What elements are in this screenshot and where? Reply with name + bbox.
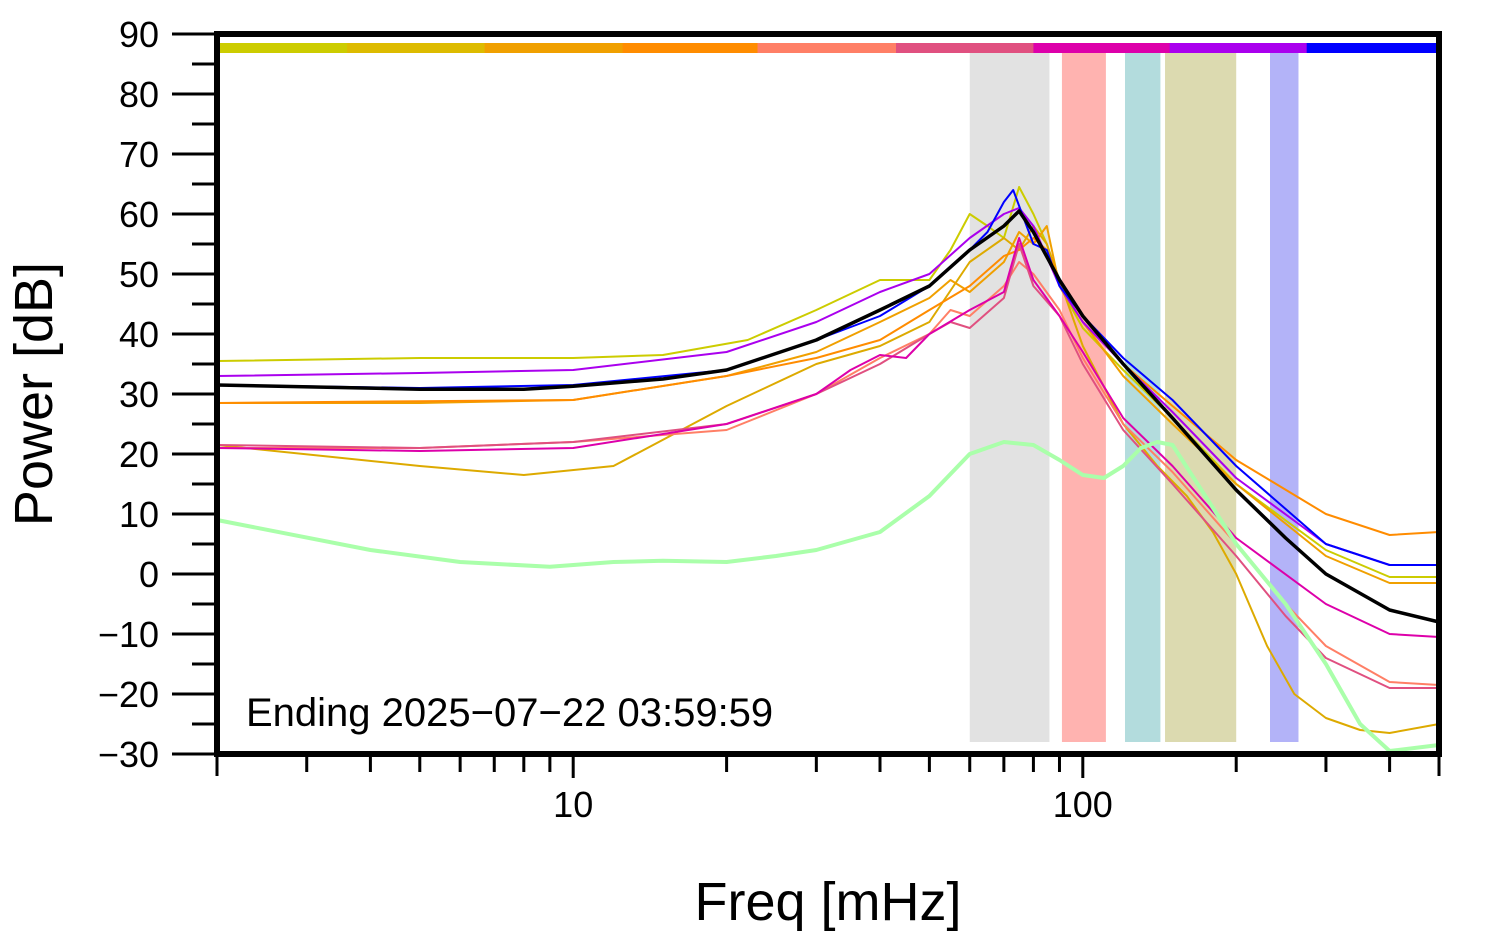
y-tick-label: 30 [119,374,159,415]
y-tick-label: −10 [98,614,159,655]
x-axis-title: Freq [mHz] [694,872,961,932]
color-bar-segment-1 [347,43,486,53]
frequency-bands [969,52,1299,742]
y-tick-label: −20 [98,674,159,715]
band-0 [969,52,1050,742]
color-bar-segment-8 [1306,43,1440,53]
y-tick-label: 90 [119,14,159,55]
band-1 [1061,52,1106,742]
y-tick-label: 70 [119,134,159,175]
top-color-bar [217,43,1440,53]
color-bar-segment-6 [1033,43,1171,53]
plot-frame [214,31,1442,757]
series-lines [215,186,1441,753]
y-tick-label: 0 [139,554,159,595]
color-bar-segment-2 [484,43,624,53]
y-tick-label: 50 [119,254,159,295]
y-tick-label: 20 [119,434,159,475]
color-bar-segment-7 [1169,43,1308,53]
color-bar-segment-4 [757,43,897,53]
y-tick-label: −30 [98,734,159,775]
series-line-1 [216,225,1440,734]
color-bar-segment-5 [896,43,1034,53]
series-line-0 [216,186,1440,578]
y-tick-label: 60 [119,194,159,235]
x-tick-label: 100 [1053,784,1113,825]
y-axis-title: Power [dB] [4,262,64,526]
time-annotation: Ending 2025−07−22 03:59:59 [246,691,773,735]
x-axis: 10 100 [215,754,1441,825]
color-bar-segment-3 [622,43,759,53]
y-tick-label: 10 [119,494,159,535]
y-axis: 90 80 70 60 50 40 30 20 10 0 −10 −20 −30 [98,14,217,775]
y-tick-label: 80 [119,74,159,115]
series-line-6 [216,237,1440,638]
series-line-3 [216,237,1440,536]
series-line-10 [215,440,1441,753]
x-tick-label: 10 [553,784,593,825]
series-line-9 [215,209,1441,624]
series-line-2 [216,225,1440,584]
band-4 [1270,52,1299,742]
color-bar-segment-0 [217,43,348,53]
y-tick-label: 40 [119,314,159,355]
band-3 [1165,52,1237,742]
